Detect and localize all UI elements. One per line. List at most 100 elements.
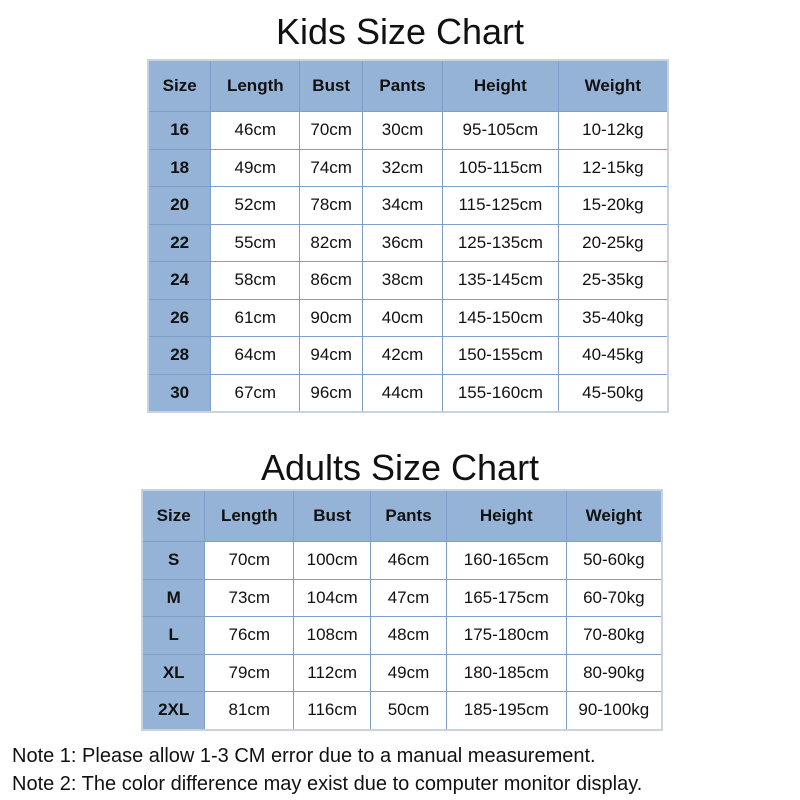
table-cell: 64cm xyxy=(210,336,301,375)
table-cell: 90-100kg xyxy=(565,691,663,730)
table-cell: 94cm xyxy=(299,336,364,375)
table-cell: 155-160cm xyxy=(441,373,559,413)
note-1: Note 1: Please allow 1-3 CM error due to… xyxy=(12,745,596,767)
size-cell: 30 xyxy=(147,373,212,413)
table-cell: 104cm xyxy=(293,578,372,617)
table-cell: 49cm xyxy=(370,653,447,692)
table-cell: 36cm xyxy=(362,223,443,262)
table-cell: 145-150cm xyxy=(441,298,559,337)
adults-size-table: Size Length Bust Pants Height Weight S 70cm 100c… xyxy=(141,489,663,731)
adults-title: Adults Size Chart xyxy=(260,447,540,488)
size-cell: 26 xyxy=(147,298,212,337)
kids-title: Kids Size Chart xyxy=(275,11,525,52)
table-row: 30 67cm 96cm 44cm 155-160cm 45-50kg xyxy=(147,373,669,413)
table-cell: 125-135cm xyxy=(441,223,559,262)
table-cell: 20-25kg xyxy=(557,223,669,262)
table-cell: 30cm xyxy=(362,111,443,150)
table-cell: 70cm xyxy=(299,111,364,150)
table-cell: 74cm xyxy=(299,148,364,187)
table-row: 28 64cm 94cm 42cm 150-155cm 40-45kg xyxy=(147,336,669,375)
table-cell: 10-12kg xyxy=(557,111,669,150)
table-cell: 116cm xyxy=(293,691,372,730)
table-cell: 55cm xyxy=(210,223,301,262)
table-cell: 32cm xyxy=(362,148,443,187)
column-header: Pants xyxy=(370,489,447,542)
table-cell: 52cm xyxy=(210,186,301,225)
table-cell: 108cm xyxy=(293,616,372,655)
table-cell: 34cm xyxy=(362,186,443,225)
column-header: Length xyxy=(210,59,301,112)
size-cell: XL xyxy=(141,653,206,692)
table-cell: 80-90kg xyxy=(565,653,663,692)
table-cell: 160-165cm xyxy=(445,541,567,580)
table-row: 18 49cm 74cm 32cm 105-115cm 12-15kg xyxy=(147,148,669,187)
table-cell: 82cm xyxy=(299,223,364,262)
size-cell: 2XL xyxy=(141,691,206,730)
size-cell: M xyxy=(141,578,206,617)
table-cell: 46cm xyxy=(370,541,447,580)
size-cell: 28 xyxy=(147,336,212,375)
size-cell: 18 xyxy=(147,148,212,187)
column-header: Weight xyxy=(565,489,663,542)
table-cell: 50-60kg xyxy=(565,541,663,580)
table-cell: 25-35kg xyxy=(557,261,669,300)
size-cell: 22 xyxy=(147,223,212,262)
table-row: XL 79cm 112cm 49cm 180-185cm 80-90kg xyxy=(141,653,663,692)
table-cell: 86cm xyxy=(299,261,364,300)
column-header: Pants xyxy=(362,59,443,112)
column-header: Bust xyxy=(299,59,364,112)
table-cell: 90cm xyxy=(299,298,364,337)
table-cell: 70cm xyxy=(204,541,295,580)
column-header: Height xyxy=(441,59,559,112)
table-row: 20 52cm 78cm 34cm 115-125cm 15-20kg xyxy=(147,186,669,225)
table-cell: 44cm xyxy=(362,373,443,413)
table-cell: 60-70kg xyxy=(565,578,663,617)
table-row: L 76cm 108cm 48cm 175-180cm 70-80kg xyxy=(141,616,663,655)
table-row: 26 61cm 90cm 40cm 145-150cm 35-40kg xyxy=(147,298,669,337)
note-2: Note 2: The color difference may exist d… xyxy=(12,773,643,795)
column-header: Bust xyxy=(293,489,372,542)
size-cell: 20 xyxy=(147,186,212,225)
table-row: 22 55cm 82cm 36cm 125-135cm 20-25kg xyxy=(147,223,669,262)
table-row: 24 58cm 86cm 38cm 135-145cm 25-35kg xyxy=(147,261,669,300)
column-header: Size xyxy=(147,59,212,112)
size-cell: 16 xyxy=(147,111,212,150)
column-header: Height xyxy=(445,489,567,542)
table-cell: 15-20kg xyxy=(557,186,669,225)
table-cell: 78cm xyxy=(299,186,364,225)
table-cell: 96cm xyxy=(299,373,364,413)
header-row: Size Length Bust Pants Height Weight xyxy=(147,59,669,112)
column-header: Length xyxy=(204,489,295,542)
table-cell: 58cm xyxy=(210,261,301,300)
size-cell: S xyxy=(141,541,206,580)
table-cell: 61cm xyxy=(210,298,301,337)
column-header: Size xyxy=(141,489,206,542)
table-cell: 12-15kg xyxy=(557,148,669,187)
table-cell: 46cm xyxy=(210,111,301,150)
size-cell: L xyxy=(141,616,206,655)
table-cell: 70-80kg xyxy=(565,616,663,655)
table-cell: 42cm xyxy=(362,336,443,375)
table-cell: 73cm xyxy=(204,578,295,617)
table-cell: 180-185cm xyxy=(445,653,567,692)
column-header: Weight xyxy=(557,59,669,112)
table-row: 16 46cm 70cm 30cm 95-105cm 10-12kg xyxy=(147,111,669,150)
table-cell: 47cm xyxy=(370,578,447,617)
table-cell: 105-115cm xyxy=(441,148,559,187)
header-row: Size Length Bust Pants Height Weight xyxy=(141,489,663,542)
table-cell: 40-45kg xyxy=(557,336,669,375)
table-cell: 50cm xyxy=(370,691,447,730)
table-row: M 73cm 104cm 47cm 165-175cm 60-70kg xyxy=(141,578,663,617)
table-cell: 48cm xyxy=(370,616,447,655)
table-cell: 49cm xyxy=(210,148,301,187)
table-cell: 79cm xyxy=(204,653,295,692)
table-cell: 112cm xyxy=(293,653,372,692)
table-cell: 165-175cm xyxy=(445,578,567,617)
table-cell: 35-40kg xyxy=(557,298,669,337)
table-row: S 70cm 100cm 46cm 160-165cm 50-60kg xyxy=(141,541,663,580)
table-cell: 175-180cm xyxy=(445,616,567,655)
table-cell: 38cm xyxy=(362,261,443,300)
size-cell: 24 xyxy=(147,261,212,300)
table-cell: 185-195cm xyxy=(445,691,567,730)
kids-size-table: Size Length Bust Pants Height Weight 16 46cm 70c… xyxy=(147,59,669,413)
